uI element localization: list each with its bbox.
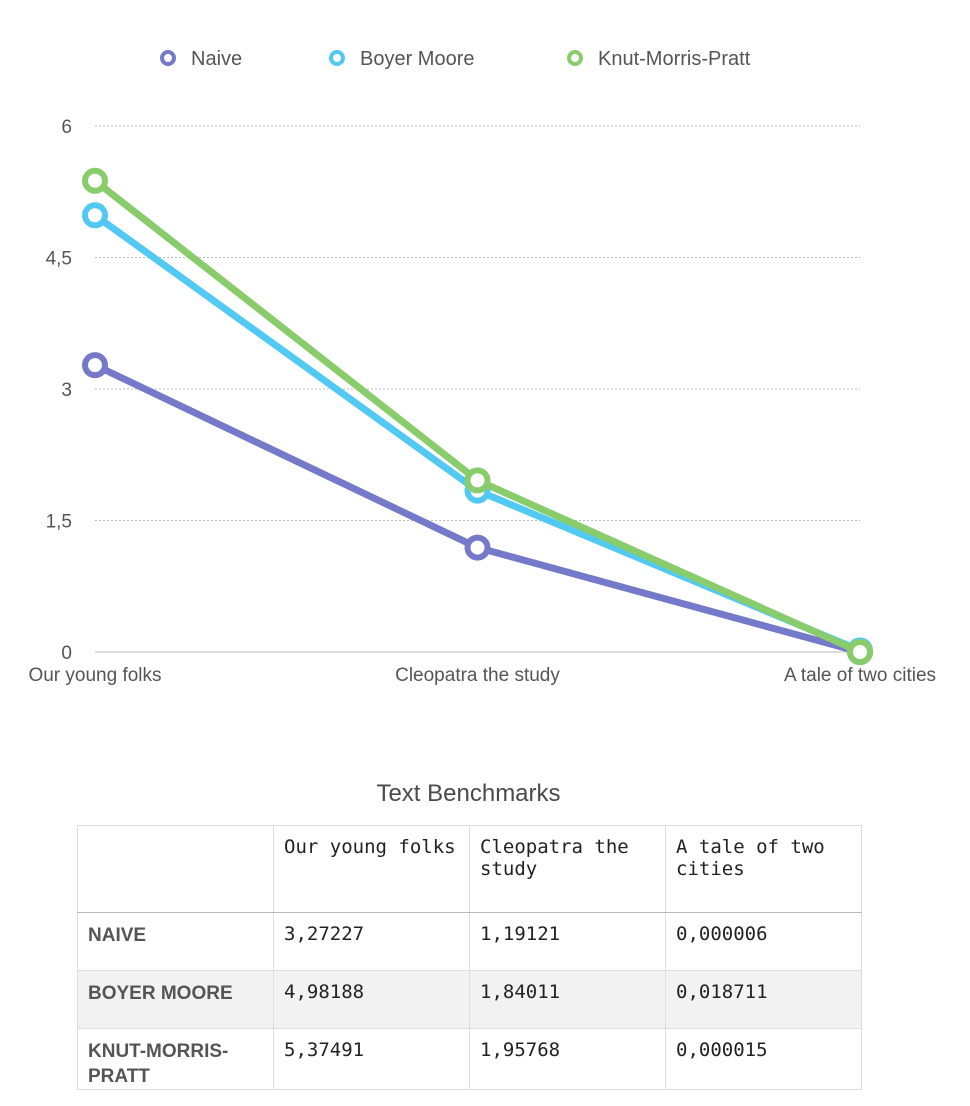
table-row: Boyer Moore 4,98188 1,84011 0,018711 [77, 970, 862, 1029]
table-title: Text Benchmarks [376, 780, 561, 807]
benchmark-table: Our young folks Cleopatra the study A ta… [77, 825, 862, 1090]
y-tick-label: 0 [61, 643, 72, 664]
table-row: Knut-Morris-Pratt 5,37491 1,95768 0,0000… [77, 1028, 862, 1090]
y-axis-ticks: 0 1,5 3 4,5 6 [46, 117, 72, 664]
row-header: Knut-Morris-Pratt [77, 1028, 274, 1090]
table-cell: 0,018711 [665, 970, 862, 1029]
chart-grid [95, 125, 860, 653]
series-line [91, 361, 864, 656]
legend-label: Naive [191, 48, 242, 70]
row-header: Naive [77, 912, 274, 971]
chart-legend: Naive Boyer Moore Knut-Morris-Pratt [160, 48, 751, 70]
y-tick-label: 6 [61, 117, 72, 138]
series-group [82, 202, 873, 664]
legend-label: Knut-Morris-Pratt [598, 48, 751, 70]
series-line [91, 211, 864, 654]
table-cell: 0,000006 [665, 912, 862, 971]
column-header: Our young folks [273, 825, 470, 913]
series-group [82, 167, 873, 665]
legend-label: Boyer Moore [360, 48, 475, 70]
table-cell: 1,84011 [469, 970, 666, 1029]
data-point [464, 467, 491, 494]
row-header: Boyer Moore [77, 970, 274, 1029]
data-point [82, 352, 108, 379]
table-cell: 0,000015 [665, 1028, 862, 1090]
legend-item: Naive [160, 48, 242, 70]
table-cell: 3,27227 [273, 912, 470, 971]
column-header: A tale of two cities [665, 825, 862, 913]
legend-marker-icon [160, 50, 176, 66]
table-cell: 4,98188 [273, 970, 470, 1029]
data-point [464, 534, 491, 561]
data-point [82, 202, 108, 229]
x-tick-label: Our young folks [28, 665, 161, 686]
table-cell: 1,19121 [469, 912, 666, 971]
x-tick-label: Cleopatra the study [395, 665, 560, 686]
legend-marker-icon [329, 50, 345, 66]
legend-item: Knut-Morris-Pratt [567, 48, 751, 70]
x-tick-label: A tale of two cities [784, 665, 936, 686]
table-header-row: Our young folks Cleopatra the study A ta… [77, 825, 862, 913]
x-axis-ticks: Our young folks Cleopatra the study A tale… [28, 665, 936, 686]
series-group [82, 352, 873, 665]
table-corner-cell [77, 825, 274, 913]
data-point [847, 638, 873, 665]
y-tick-label: 1,5 [46, 512, 72, 533]
line-chart: Naive Boyer Moore Knut-Morris-Pratt 0 1,5 3 4… [28, 48, 936, 686]
legend-item: Boyer Moore [329, 48, 475, 70]
table-row: Naive 3,27227 1,19121 0,000006 [77, 912, 862, 971]
data-point [82, 167, 108, 194]
y-tick-label: 4,5 [46, 249, 72, 270]
table-cell: 1,95768 [469, 1028, 666, 1090]
legend-marker-icon [567, 50, 583, 66]
y-tick-label: 3 [61, 380, 72, 401]
column-header: Cleopatra the study [469, 825, 666, 913]
table-cell: 5,37491 [273, 1028, 470, 1090]
chart-series [82, 167, 873, 665]
